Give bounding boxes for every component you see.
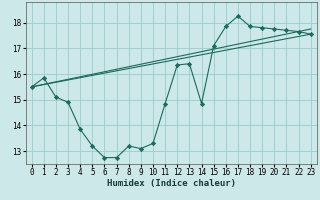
- X-axis label: Humidex (Indice chaleur): Humidex (Indice chaleur): [107, 179, 236, 188]
